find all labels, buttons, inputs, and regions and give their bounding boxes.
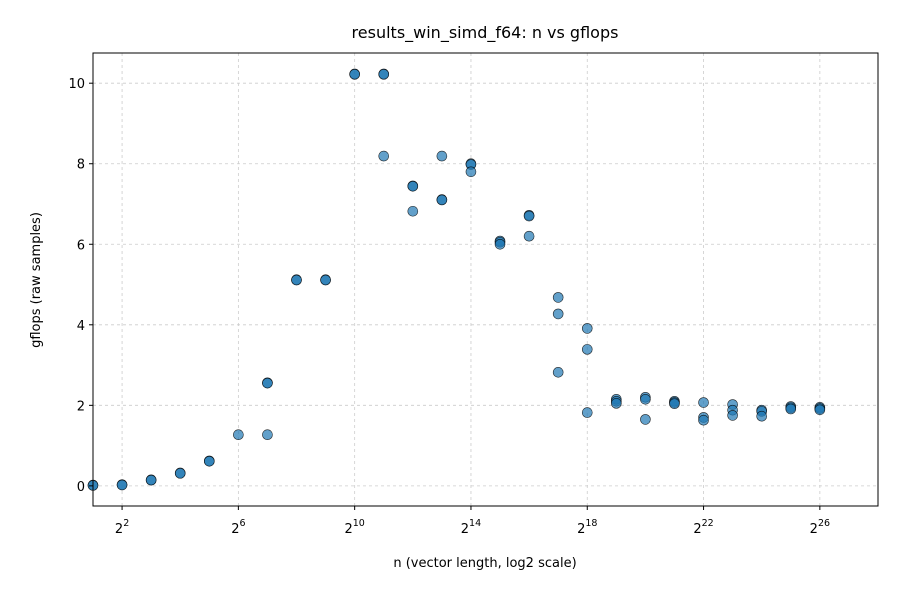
data-point xyxy=(698,397,709,408)
x-axis-ticks: 22 26 210 214 218 222 226 xyxy=(115,506,830,537)
data-point xyxy=(640,414,651,425)
data-point xyxy=(203,456,215,467)
y-tick-label: 6 xyxy=(77,238,85,253)
x-tick-label: 22 xyxy=(115,518,129,537)
x-axis-label: n (vector length, log2 scale) xyxy=(393,556,576,571)
chart-title: results_win_simd_f64: n vs gflops xyxy=(352,23,619,43)
grid xyxy=(93,53,878,506)
y-tick-label: 10 xyxy=(68,77,85,92)
data-point xyxy=(756,410,768,422)
data-point xyxy=(727,410,738,421)
data-point xyxy=(378,150,390,162)
data-point xyxy=(669,398,680,410)
data-point xyxy=(407,180,419,192)
data-point xyxy=(436,150,448,162)
x-tick-label: 226 xyxy=(810,518,830,537)
data-point xyxy=(116,479,128,491)
y-tick-label: 0 xyxy=(77,480,85,495)
x-tick-label: 214 xyxy=(461,518,481,537)
x-tick-label: 210 xyxy=(344,518,364,537)
data-point xyxy=(552,367,564,378)
data-point xyxy=(581,344,593,355)
data-point xyxy=(814,404,826,416)
data-point xyxy=(436,194,448,206)
data-point xyxy=(291,274,302,286)
y-axis-ticks: 0 2 4 6 8 10 xyxy=(68,77,93,495)
data-point xyxy=(611,398,622,409)
data-points xyxy=(87,68,826,491)
y-tick-label: 2 xyxy=(77,399,85,414)
x-tick-label: 26 xyxy=(231,518,245,537)
data-point xyxy=(552,292,564,303)
data-point xyxy=(465,166,477,178)
data-point xyxy=(145,474,157,486)
data-point xyxy=(494,238,506,250)
data-point xyxy=(698,414,709,426)
data-point xyxy=(378,69,390,80)
data-point xyxy=(581,407,593,418)
data-point xyxy=(640,393,651,405)
data-point xyxy=(233,429,244,441)
y-tick-label: 4 xyxy=(77,319,85,334)
data-point xyxy=(174,468,186,479)
plot-frame xyxy=(92,52,879,507)
data-point xyxy=(407,205,419,217)
x-tick-label: 222 xyxy=(693,518,713,537)
data-point xyxy=(262,377,273,389)
data-point xyxy=(262,429,273,441)
y-axis-label: gflops (raw samples) xyxy=(29,212,44,348)
data-point xyxy=(523,210,535,222)
data-point xyxy=(581,323,593,334)
data-point xyxy=(523,230,535,242)
data-point xyxy=(785,403,797,415)
x-tick-label: 218 xyxy=(577,518,597,537)
data-point xyxy=(349,69,360,80)
y-tick-label: 8 xyxy=(77,158,85,173)
data-point xyxy=(552,308,564,320)
data-point xyxy=(320,274,331,286)
